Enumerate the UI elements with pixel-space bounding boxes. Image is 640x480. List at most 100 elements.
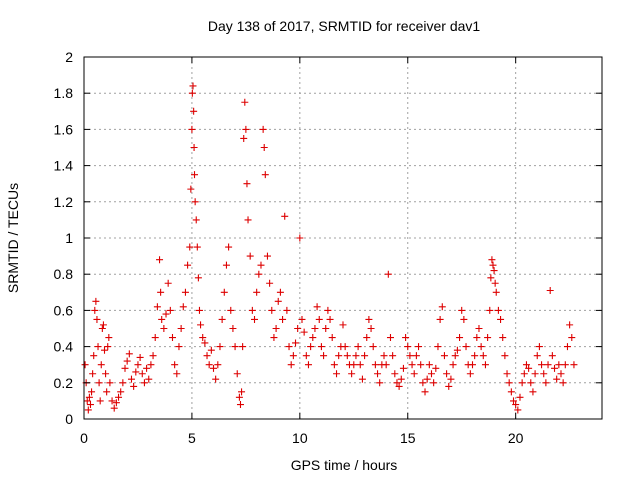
data-point-0-45 [153,303,161,311]
data-point-0-81 [212,375,220,383]
data-point-0-119 [283,306,291,314]
data-point-0-26 [112,399,120,407]
data-point-0-35 [132,368,140,376]
data-point-0-100 [244,216,252,224]
data-point-0-145 [339,321,347,329]
data-point-0-79 [207,346,215,354]
data-point-0-182 [419,379,427,387]
data-point-0-140 [328,334,336,342]
data-point-0-54 [171,361,179,369]
data-point-0-30 [121,364,129,372]
y-tick-label-2: 0.4 [54,339,74,355]
data-point-0-121 [287,361,295,369]
data-point-0-218 [491,279,499,287]
data-point-0-83 [216,343,224,351]
data-point-0-152 [354,343,362,351]
data-point-0-73 [195,306,203,314]
data-point-0-103 [251,315,259,323]
data-point-0-138 [324,306,332,314]
x-tick-label-4: 20 [508,430,524,446]
data-point-0-60 [184,261,192,269]
data-point-0-226 [507,388,515,396]
y-tick-label-9: 1.8 [54,85,74,101]
data-point-0-111 [266,279,274,287]
data-point-0-183 [421,388,429,396]
data-point-0-213 [486,306,494,314]
data-point-0-205 [469,361,476,369]
data-point-0-123 [292,339,300,347]
data-point-0-96 [240,134,248,142]
data-point-0-3 [84,406,92,414]
data-point-0-249 [557,370,565,378]
y-axis-label: SRMTID / TECUs [5,183,21,293]
data-point-0-162 [376,379,384,387]
data-point-0-67 [190,144,198,151]
data-point-0-133 [313,303,321,311]
data-point-0-50 [162,310,170,318]
data-point-0-254 [568,334,576,342]
data-point-0-154 [358,375,366,383]
data-point-0-222 [499,334,507,342]
data-point-0-192 [440,352,448,360]
data-point-0-55 [173,370,181,378]
data-point-0-93 [236,401,244,409]
data-point-0-58 [179,303,187,311]
data-point-0-252 [563,343,571,351]
data-point-0-214 [487,274,495,282]
data-point-0-117 [279,315,287,323]
data-point-0-243 [544,361,552,369]
data-point-0-65 [189,82,197,90]
data-point-0-25 [110,404,118,412]
data-point-0-195 [447,375,455,383]
data-point-0-118 [281,212,289,220]
data-point-0-106 [257,261,265,269]
data-point-0-175 [404,343,412,351]
data-point-0-167 [386,334,394,342]
x-axis-label: GPS time / hours [291,457,398,473]
data-point-0-41 [145,375,153,383]
data-point-0-199 [456,334,464,342]
x-tick-label-3: 15 [400,430,416,446]
data-point-0-186 [427,370,435,378]
data-point-0-122 [289,352,297,360]
data-point-0-131 [309,334,317,342]
y-tick-label-7: 1.4 [54,158,74,174]
data-point-0-151 [352,352,360,360]
data-point-0-4 [85,393,93,401]
y-tick-label-0: 0 [65,411,73,427]
data-point-0-228 [512,401,520,409]
data-point-0-233 [522,361,530,369]
data-point-0-253 [566,321,574,329]
data-point-0-147 [343,352,351,360]
data-point-0-86 [222,261,230,269]
data-point-0-193 [443,370,451,378]
data-point-0-78 [205,361,213,369]
data-point-0-16 [98,325,106,332]
data-point-0-146 [341,343,349,351]
data-point-0-217 [490,267,498,275]
data-point-0-190 [436,315,444,323]
data-point-0-94 [238,388,246,396]
data-point-0-158 [367,325,375,332]
axis-ticks: 00.20.40.60.811.21.41.61.820 5 10 15 20 [54,49,602,446]
data-point-0-18 [101,346,109,354]
y-tick-label-3: 0.6 [54,302,74,318]
data-point-0-204 [466,370,474,378]
data-point-0-24 [108,397,116,405]
data-point-0-22 [105,334,113,342]
data-point-0-210 [479,352,487,360]
data-point-0-194 [445,382,453,390]
data-point-0-109 [261,171,269,179]
data-point-0-164 [380,352,388,360]
data-point-0-13 [95,379,103,387]
gridlines [84,57,602,419]
y-tick-label-1: 0.2 [54,375,74,391]
data-point-0-85 [220,288,228,296]
data-point-0-120 [285,343,293,351]
data-point-0-216 [489,261,497,269]
data-point-0-149 [348,370,356,378]
data-point-0-161 [374,370,382,378]
data-point-0-104 [253,288,261,296]
data-point-0-209 [477,343,485,351]
data-point-0-189 [434,343,442,351]
